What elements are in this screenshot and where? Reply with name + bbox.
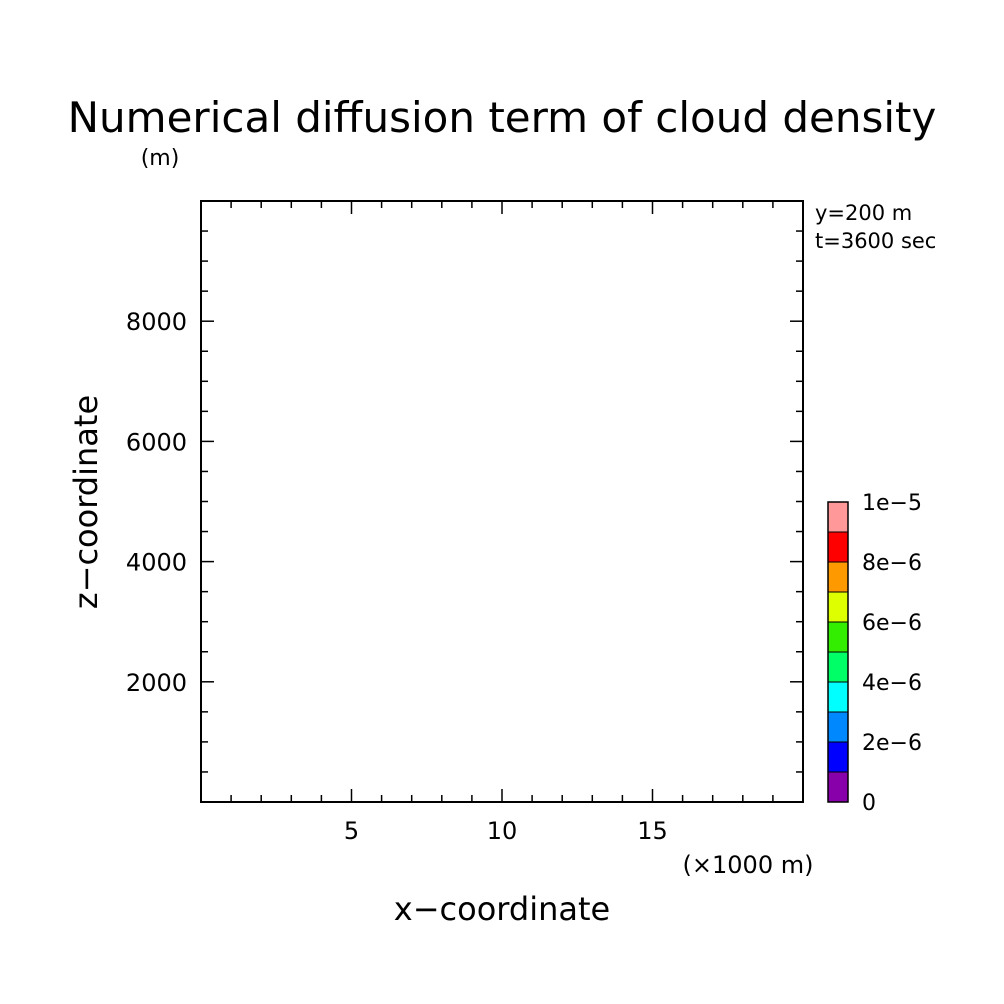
colorbar (827, 501, 849, 803)
colorbar-frame (827, 501, 849, 803)
colorbar-segment (827, 501, 849, 533)
x-tick-label: 5 (344, 817, 359, 845)
colorbar-segment (827, 681, 849, 713)
colorbar-tick-label: 8e−6 (862, 551, 922, 576)
colorbar-tick-label: 1e−5 (862, 491, 922, 516)
y-unit-label: (m) (141, 146, 180, 171)
colorbar-segment (827, 621, 849, 653)
y-tick-label: 8000 (126, 308, 187, 336)
y-axis-tick-labels: 2000 4000 6000 8000 (126, 308, 187, 697)
y-axis-ticks (201, 230, 803, 773)
colorbar-tick-label: 4e−6 (862, 671, 922, 696)
y-tick-label: 4000 (126, 549, 187, 577)
annotation-t: t=3600 sec (815, 229, 936, 253)
colorbar-tick-label: 2e−6 (862, 731, 922, 756)
colorbar-segment (827, 711, 849, 743)
x-tick-label: 15 (637, 817, 668, 845)
x-axis-label: x−coordinate (394, 890, 610, 928)
colorbar-segment (827, 741, 849, 773)
colorbar-tick-label: 6e−6 (862, 611, 922, 636)
x-tick-label: 10 (487, 817, 518, 845)
colorbar-tick-labels: 0 2e−6 4e−6 6e−6 8e−6 1e−5 (862, 491, 922, 816)
plot-area (200, 200, 804, 803)
x-unit-label: (×1000 m) (683, 851, 814, 879)
colorbar-segment (827, 531, 849, 563)
chart-title: Numerical diffusion term of cloud densit… (68, 93, 937, 142)
colorbar-segment (827, 771, 849, 803)
colorbar-tick-label: 0 (862, 791, 876, 816)
y-tick-label: 6000 (126, 428, 187, 456)
x-axis-tick-labels: 5 10 15 (344, 817, 668, 845)
colorbar-segment (827, 591, 849, 623)
y-tick-label: 2000 (126, 669, 187, 697)
annotation-y: y=200 m (815, 201, 912, 225)
colorbar-segment (827, 561, 849, 593)
x-axis-ticks (230, 201, 774, 802)
colorbar-segment (827, 651, 849, 683)
y-axis-label: z−coordinate (67, 395, 105, 609)
